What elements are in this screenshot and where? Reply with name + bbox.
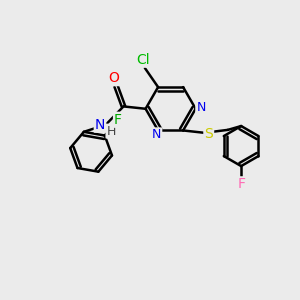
- Text: F: F: [114, 113, 122, 127]
- Text: S: S: [204, 127, 213, 141]
- Text: F: F: [237, 177, 245, 191]
- Text: N: N: [196, 101, 206, 114]
- Text: N: N: [152, 128, 161, 141]
- Text: H: H: [106, 125, 116, 138]
- Text: O: O: [108, 71, 119, 85]
- Text: Cl: Cl: [136, 53, 150, 67]
- Text: N: N: [95, 118, 105, 132]
